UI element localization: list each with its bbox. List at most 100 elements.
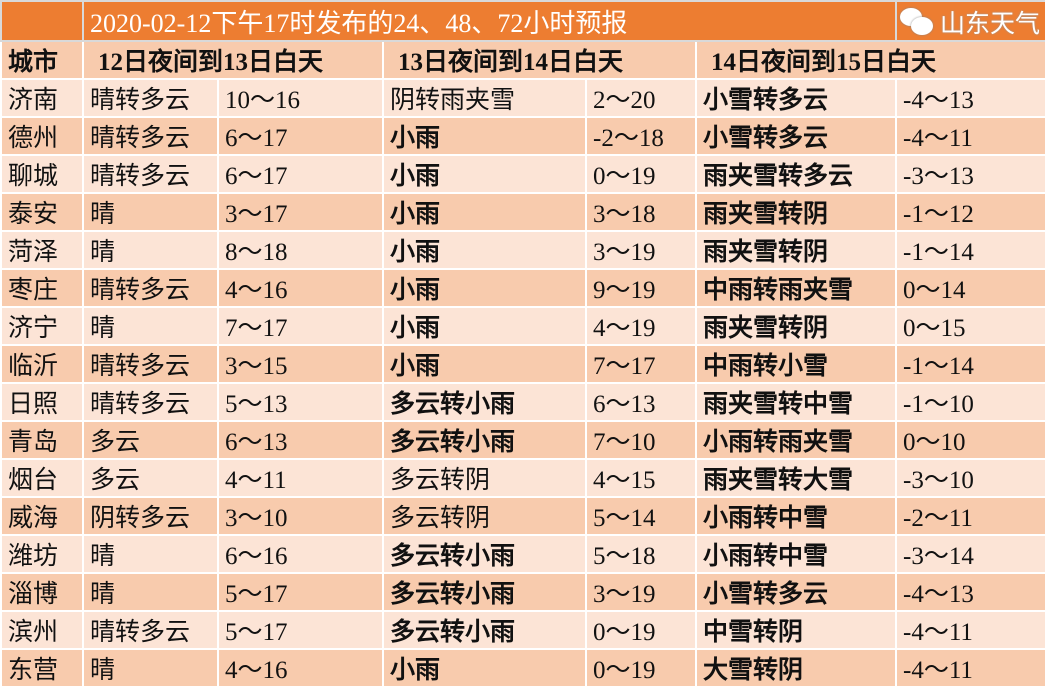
header-city[interactable]: 城市	[0, 40, 84, 80]
temp-3-cell[interactable]: 0～14	[895, 268, 1045, 308]
weather-2-cell[interactable]: 阴转雨夹雪	[382, 78, 587, 118]
temp-2-cell[interactable]: 0～19	[585, 154, 697, 194]
weather-1-cell[interactable]: 晴转多云	[82, 344, 219, 384]
weather-3-cell[interactable]: 小雨转中雪	[694, 534, 898, 574]
weather-3-cell[interactable]: 雨夹雪转多云	[694, 154, 898, 194]
weather-1-cell[interactable]: 晴转多云	[82, 78, 219, 118]
temp-1-cell[interactable]: 5～13	[217, 382, 384, 422]
temp-1-cell[interactable]: 5～17	[217, 610, 384, 650]
weather-2-cell[interactable]: 小雨	[382, 268, 587, 308]
weather-2-cell[interactable]: 多云转小雨	[382, 382, 587, 422]
weather-1-cell[interactable]: 晴转多云	[82, 154, 219, 194]
temp-1-cell[interactable]: 5～17	[217, 572, 384, 612]
temp-3-cell[interactable]: -4～13	[895, 572, 1045, 612]
temp-2-cell[interactable]: 3～18	[585, 192, 697, 232]
temp-3-cell[interactable]: -1～14	[895, 344, 1045, 384]
temp-1-cell[interactable]: 3～15	[217, 344, 384, 384]
weather-3-cell[interactable]: 中雪转阴	[694, 610, 898, 650]
temp-2-cell[interactable]: -2～18	[585, 116, 697, 156]
temp-1-cell[interactable]: 6～16	[217, 534, 384, 574]
header-period-1[interactable]: 12日夜间到13日白天	[82, 40, 384, 80]
temp-3-cell[interactable]: -4～11	[895, 648, 1045, 688]
weather-1-cell[interactable]: 晴	[82, 648, 219, 688]
weather-1-cell[interactable]: 阴转多云	[82, 496, 219, 536]
temp-2-cell[interactable]: 0～19	[585, 648, 697, 688]
weather-2-cell[interactable]: 小雨	[382, 192, 587, 232]
weather-3-cell[interactable]: 雨夹雪转阴	[694, 306, 898, 346]
temp-3-cell[interactable]: -4～11	[895, 610, 1045, 650]
temp-3-cell[interactable]: -1～12	[895, 192, 1045, 232]
temp-2-cell[interactable]: 3～19	[585, 230, 697, 270]
city-cell[interactable]: 烟台	[0, 458, 84, 498]
temp-1-cell[interactable]: 8～18	[217, 230, 384, 270]
weather-3-cell[interactable]: 小雪转多云	[694, 78, 898, 118]
city-cell[interactable]: 淄博	[0, 572, 84, 612]
temp-2-cell[interactable]: 5～18	[585, 534, 697, 574]
weather-2-cell[interactable]: 小雨	[382, 344, 587, 384]
temp-1-cell[interactable]: 6～17	[217, 116, 384, 156]
weather-2-cell[interactable]: 小雨	[382, 230, 587, 270]
weather-3-cell[interactable]: 雨夹雪转大雪	[694, 458, 898, 498]
temp-2-cell[interactable]: 5～14	[585, 496, 697, 536]
city-cell[interactable]: 青岛	[0, 420, 84, 460]
weather-2-cell[interactable]: 小雨	[382, 154, 587, 194]
temp-1-cell[interactable]: 7～17	[217, 306, 384, 346]
temp-2-cell[interactable]: 0～19	[585, 610, 697, 650]
weather-2-cell[interactable]: 小雨	[382, 116, 587, 156]
weather-3-cell[interactable]: 小雨转雨夹雪	[694, 420, 898, 460]
weather-2-cell[interactable]: 多云转小雨	[382, 534, 587, 574]
temp-3-cell[interactable]: -3～14	[895, 534, 1045, 574]
table-title[interactable]: 2020-02-12下午17时发布的24、48、72小时预报	[81, 0, 898, 42]
weather-1-cell[interactable]: 晴	[82, 572, 219, 612]
temp-1-cell[interactable]: 3～10	[217, 496, 384, 536]
temp-1-cell[interactable]: 4～16	[217, 648, 384, 688]
weather-2-cell[interactable]: 多云转阴	[382, 496, 587, 536]
city-cell[interactable]: 菏泽	[0, 230, 84, 270]
temp-2-cell[interactable]: 3～19	[585, 572, 697, 612]
weather-1-cell[interactable]: 晴转多云	[82, 116, 219, 156]
weather-1-cell[interactable]: 晴转多云	[82, 268, 219, 308]
city-cell[interactable]: 威海	[0, 496, 84, 536]
city-cell[interactable]: 泰安	[0, 192, 84, 232]
city-cell[interactable]: 济南	[0, 78, 84, 118]
temp-3-cell[interactable]: -4～13	[895, 78, 1045, 118]
temp-3-cell[interactable]: 0～10	[895, 420, 1045, 460]
weather-2-cell[interactable]: 多云转阴	[382, 458, 587, 498]
weather-1-cell[interactable]: 晴	[82, 230, 219, 270]
temp-3-cell[interactable]: -1～10	[895, 382, 1045, 422]
city-cell[interactable]: 日照	[0, 382, 84, 422]
temp-1-cell[interactable]: 6～17	[217, 154, 384, 194]
temp-1-cell[interactable]: 4～11	[217, 458, 384, 498]
city-cell[interactable]: 枣庄	[0, 268, 84, 308]
weather-3-cell[interactable]: 雨夹雪转阴	[694, 230, 898, 270]
temp-1-cell[interactable]: 10～16	[217, 78, 384, 118]
temp-2-cell[interactable]: 2～20	[585, 78, 697, 118]
temp-1-cell[interactable]: 6～13	[217, 420, 384, 460]
city-cell[interactable]: 东营	[0, 648, 84, 688]
weather-3-cell[interactable]: 中雨转雨夹雪	[694, 268, 898, 308]
weather-2-cell[interactable]: 小雨	[382, 648, 587, 688]
weather-3-cell[interactable]: 中雨转小雪	[694, 344, 898, 384]
city-cell[interactable]: 聊城	[0, 154, 84, 194]
temp-3-cell[interactable]: -3～10	[895, 458, 1045, 498]
weather-1-cell[interactable]: 多云	[82, 458, 219, 498]
temp-3-cell[interactable]: -2～11	[895, 496, 1045, 536]
weather-2-cell[interactable]: 多云转小雨	[382, 420, 587, 460]
header-period-3[interactable]: 14日夜间到15日白天	[694, 40, 1045, 80]
city-cell[interactable]: 德州	[0, 116, 84, 156]
weather-3-cell[interactable]: 雨夹雪转阴	[694, 192, 898, 232]
weather-3-cell[interactable]: 小雨转中雪	[694, 496, 898, 536]
header-period-2[interactable]: 13日夜间到14日白天	[382, 40, 697, 80]
temp-2-cell[interactable]: 4～15	[585, 458, 697, 498]
weather-2-cell[interactable]: 多云转小雨	[382, 610, 587, 650]
city-cell[interactable]: 滨州	[0, 610, 84, 650]
weather-1-cell[interactable]: 晴	[82, 192, 219, 232]
temp-3-cell[interactable]: -4～11	[895, 116, 1045, 156]
temp-3-cell[interactable]: -1～14	[895, 230, 1045, 270]
weather-1-cell[interactable]: 晴转多云	[82, 382, 219, 422]
temp-2-cell[interactable]: 7～10	[585, 420, 697, 460]
city-cell[interactable]: 临沂	[0, 344, 84, 384]
temp-3-cell[interactable]: 0～15	[895, 306, 1045, 346]
weather-2-cell[interactable]: 多云转小雨	[382, 572, 587, 612]
temp-1-cell[interactable]: 4～16	[217, 268, 384, 308]
